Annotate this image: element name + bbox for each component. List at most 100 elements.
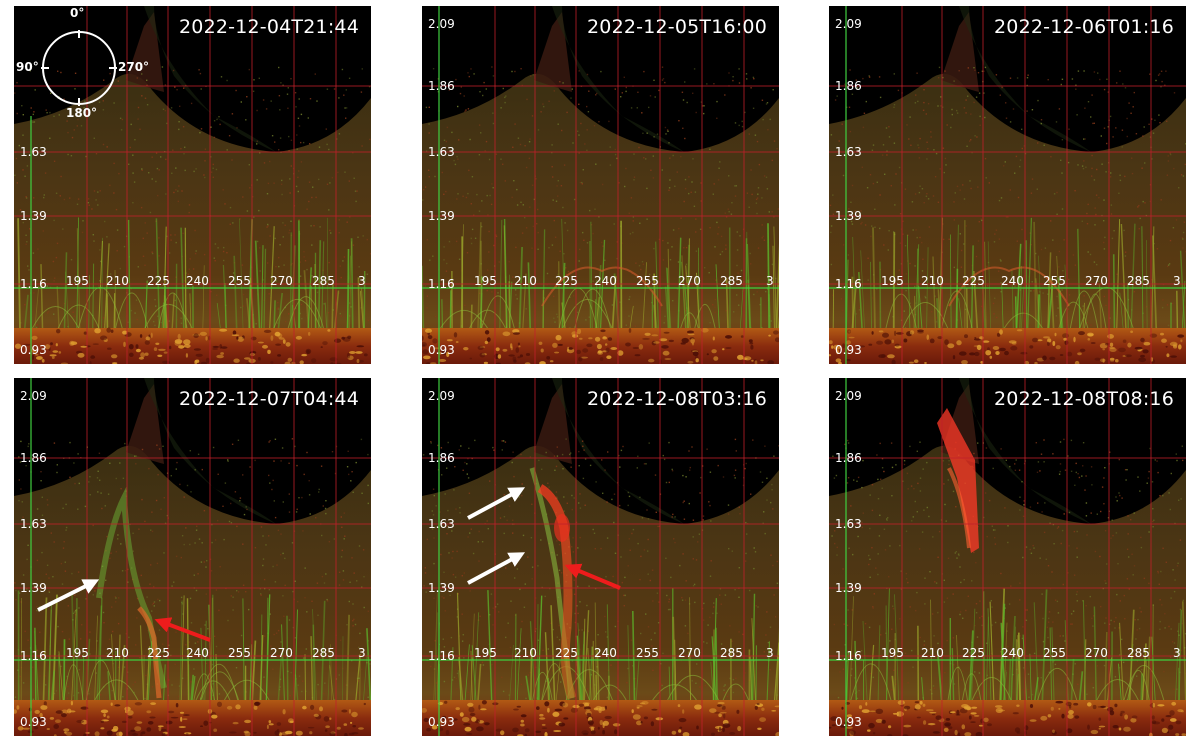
compass-label-left: 90° (16, 60, 39, 74)
y-tick-label: 1.86 (835, 451, 862, 465)
x-tick-label: 3 (766, 274, 774, 288)
flux-rope-feature (96, 486, 167, 699)
y-tick-label: 1.16 (428, 649, 455, 663)
x-tick-label: 225 (147, 646, 170, 660)
coordinate-grid (14, 378, 371, 736)
coordinate-grid (422, 6, 779, 364)
y-tick-label: 1.86 (835, 79, 862, 93)
image-panel: 1.63 1.39 1.16 0.93 195 210 225 240 255 270 285 3 20… (14, 6, 371, 364)
y-tick-label: 1.63 (835, 145, 862, 159)
y-tick-label: 1.63 (428, 145, 455, 159)
y-tick-label: 2.09 (835, 17, 862, 31)
x-tick-label: 210 (921, 646, 944, 660)
x-tick-label: 225 (962, 274, 985, 288)
x-tick-label: 195 (66, 646, 89, 660)
x-tick-label: 210 (514, 274, 537, 288)
x-tick-label: 285 (720, 646, 743, 660)
orientation-compass: 0° 90° 270° 180° (16, 6, 172, 122)
solar-limb (14, 328, 371, 364)
occulted-region (422, 6, 779, 152)
y-tick-label: 1.16 (20, 649, 47, 663)
compass-label-bottom: 180° (66, 106, 98, 120)
x-tick-label: 3 (358, 646, 366, 660)
x-tick-label: 3 (766, 646, 774, 660)
y-tick-label: 2.09 (835, 389, 862, 403)
y-tick-label: 1.39 (428, 209, 455, 223)
x-tick-label: 240 (186, 274, 209, 288)
y-tick-label: 1.16 (835, 277, 862, 291)
y-tick-label: 1.39 (20, 209, 47, 223)
y-tick-label: 1.39 (20, 581, 47, 595)
panel-timestamp: 2022-12-08T08:16 (994, 388, 1174, 410)
x-tick-label: 225 (962, 646, 985, 660)
y-tick-label: 1.63 (428, 517, 455, 531)
y-tick-label: 1.16 (835, 649, 862, 663)
x-tick-label: 195 (881, 274, 904, 288)
x-tick-label: 195 (474, 646, 497, 660)
image-panel: 2.09 1.86 1.63 1.39 1.16 0.93 195 210 225 240 255 2… (422, 6, 779, 364)
red-arrow (564, 563, 621, 590)
x-tick-label: 270 (270, 646, 293, 660)
flux-rope-feature (529, 467, 577, 700)
x-tick-label: 3 (1173, 274, 1181, 288)
y-tick-label: 1.39 (428, 581, 455, 595)
white-arrow (37, 579, 100, 612)
coronal-image (422, 378, 779, 736)
y-tick-label: 2.09 (20, 389, 47, 403)
compass-label-top: 0° (70, 6, 85, 20)
y-tick-label: 1.63 (20, 145, 47, 159)
y-tick-label: 1.39 (835, 209, 862, 223)
x-tick-label: 210 (921, 274, 944, 288)
y-tick-label: 1.39 (835, 581, 862, 595)
x-tick-label: 285 (720, 274, 743, 288)
x-tick-label: 195 (66, 274, 89, 288)
y-tick-label: 2.09 (428, 17, 455, 31)
x-tick-label: 240 (1001, 646, 1024, 660)
panel-timestamp: 2022-12-05T16:00 (587, 16, 767, 38)
x-tick-label: 255 (1043, 274, 1066, 288)
x-tick-label: 240 (186, 646, 209, 660)
coronal-loops (422, 218, 779, 337)
y-tick-label: 1.86 (428, 451, 455, 465)
y-tick-label: 0.93 (428, 343, 455, 357)
x-tick-label: 255 (1043, 646, 1066, 660)
noise-texture (422, 66, 779, 364)
flux-rope-feature (541, 266, 663, 307)
panel-timestamp: 2022-12-08T03:16 (587, 388, 767, 410)
x-tick-label: 270 (1085, 646, 1108, 660)
y-tick-label: 0.93 (20, 715, 47, 729)
x-tick-label: 255 (636, 274, 659, 288)
occulted-region (422, 378, 779, 524)
x-tick-label: 3 (1173, 646, 1181, 660)
coronal-image (14, 378, 371, 736)
y-tick-label: 1.16 (428, 277, 455, 291)
image-panel: 2.09 1.86 1.63 1.39 1.16 0.93 195 210 225 240 255 2… (422, 378, 779, 736)
compass-label-right: 270° (118, 60, 150, 74)
x-tick-label: 285 (312, 646, 335, 660)
x-tick-label: 285 (1127, 274, 1150, 288)
x-tick-label: 270 (1085, 274, 1108, 288)
occulted-region (829, 378, 1186, 524)
white-arrow (467, 487, 526, 520)
y-tick-label: 0.93 (835, 715, 862, 729)
x-tick-label: 240 (1001, 274, 1024, 288)
x-tick-label: 225 (555, 274, 578, 288)
coordinate-grid (829, 378, 1186, 736)
flux-rope-feature (948, 266, 1070, 307)
image-panel: 2.09 1.86 1.63 1.39 1.16 0.93 195 210 225 240 255 2… (14, 378, 371, 736)
panel-timestamp: 2022-12-07T04:44 (179, 388, 359, 410)
y-tick-label: 0.93 (20, 343, 47, 357)
panel-timestamp: 2022-12-04T21:44 (179, 16, 359, 38)
panel-timestamp: 2022-12-06T01:16 (994, 16, 1174, 38)
x-tick-label: 210 (106, 646, 129, 660)
y-tick-label: 2.09 (428, 389, 455, 403)
x-tick-label: 240 (594, 646, 617, 660)
coronal-loops (17, 590, 371, 709)
coronal-image (14, 6, 371, 364)
white-arrow (467, 552, 526, 585)
coordinate-grid (14, 6, 371, 364)
coronal-image (829, 378, 1186, 736)
y-tick-label: 0.93 (428, 715, 455, 729)
image-panel: 2.09 1.86 1.63 1.39 1.16 0.93 195 210 225 240 255 2… (829, 378, 1186, 736)
x-tick-label: 255 (228, 646, 251, 660)
